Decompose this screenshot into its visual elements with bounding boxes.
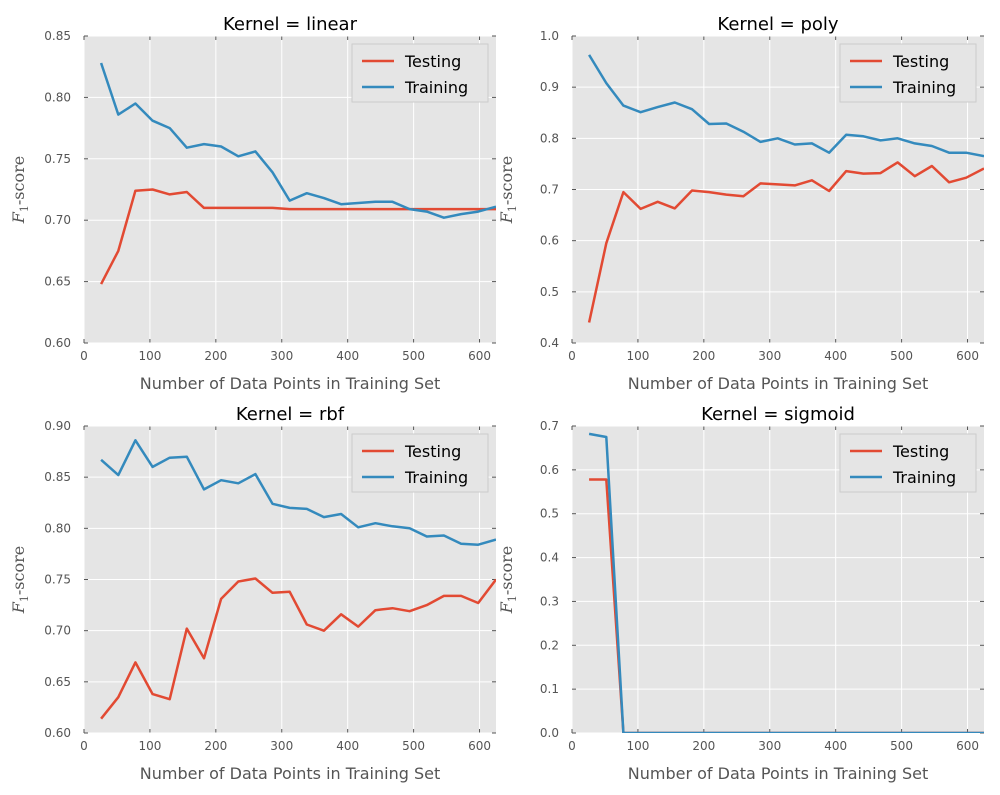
y-tick-label: 0.9 [540, 80, 559, 94]
x-tick-label: 400 [336, 349, 359, 363]
y-tick-label: 0.85 [44, 29, 71, 43]
y-tick-label: 0.0 [540, 726, 559, 740]
y-tick-label: 0.4 [540, 336, 559, 350]
x-tick-label: 200 [204, 349, 227, 363]
legend-label: Testing [892, 52, 949, 71]
x-tick-label: 300 [270, 349, 293, 363]
x-tick-label: 500 [890, 739, 913, 753]
y-tick-label: 0.5 [540, 507, 559, 521]
chart-2: 0 100 200 300 400 500 600 0.60 0.65 0.70 0.75 0.80 0… [9, 404, 496, 783]
y-tick-label: 0.5 [540, 285, 559, 299]
x-tick-label: 0 [80, 349, 88, 363]
y-tick-label: 0.75 [44, 573, 71, 587]
legend-label: Training [892, 468, 956, 487]
x-tick-label: 100 [138, 349, 161, 363]
y-tick-label: 0.60 [44, 726, 71, 740]
legend-label: Training [404, 468, 468, 487]
y-tick-label: 0.7 [540, 419, 559, 433]
series-line-testing [99, 188, 496, 285]
legend-label: Testing [892, 442, 949, 461]
y-tick-label: 0.6 [540, 234, 559, 248]
x-tick-label: 600 [956, 349, 979, 363]
y-tick-label: 0.3 [540, 594, 559, 608]
x-axis-label: Number of Data Points in Training Set [628, 764, 928, 783]
y-tick-label: 0.8 [540, 131, 559, 145]
chart-title: Kernel = linear [223, 14, 358, 35]
x-tick-label: 300 [270, 739, 293, 753]
series-line-testing [587, 161, 984, 323]
series-line-training [100, 439, 496, 546]
y-tick-label: 0.60 [44, 336, 71, 350]
y-tick-label: 0.6 [540, 463, 559, 477]
x-axis-label: Number of Data Points in Training Set [140, 764, 440, 783]
x-tick-label: 200 [692, 349, 715, 363]
x-tick-label: 500 [890, 349, 913, 363]
y-tick-label: 0.7 [540, 183, 559, 197]
legend-label: Training [892, 78, 956, 97]
x-tick-label: 0 [568, 349, 576, 363]
y-axis-label: F1-score [497, 546, 519, 614]
y-tick-label: 0.65 [44, 675, 71, 689]
x-tick-label: 200 [204, 739, 227, 753]
x-tick-label: 500 [402, 739, 425, 753]
y-tick-label: 0.85 [44, 470, 71, 484]
y-tick-label: 0.4 [540, 551, 559, 565]
legend [839, 43, 977, 103]
series-line-training [588, 54, 984, 158]
y-tick-label: 0.80 [44, 521, 71, 535]
x-tick-label: 100 [138, 739, 161, 753]
chart-1: 0 100 200 300 400 500 600 0.4 0.5 0.6 0.7 0.8 0.9 1.0… [497, 14, 984, 393]
x-axis-label: Number of Data Points in Training Set [628, 374, 928, 393]
y-tick-label: 0.1 [540, 682, 559, 696]
legend-label: Testing [404, 52, 461, 71]
series-line-testing [100, 577, 496, 720]
chart-title: Kernel = poly [717, 14, 839, 35]
x-tick-label: 300 [758, 349, 781, 363]
x-tick-label: 100 [626, 349, 649, 363]
y-axis-label: F1-score [497, 156, 519, 224]
y-tick-label: 0.75 [44, 152, 71, 166]
x-tick-label: 200 [692, 739, 715, 753]
chart-title: Kernel = rbf [236, 404, 345, 425]
x-tick-label: 0 [568, 739, 576, 753]
legend-label: Testing [404, 442, 461, 461]
y-tick-label: 0.2 [540, 638, 559, 652]
x-tick-label: 400 [336, 739, 359, 753]
y-axis-label: F1-score [9, 156, 31, 224]
legend [839, 433, 977, 493]
x-tick-label: 300 [758, 739, 781, 753]
chart-0: 0 100 200 300 400 500 600 0.60 0.65 0.70 0.75 0.80 0… [9, 14, 496, 393]
y-tick-label: 1.0 [540, 29, 559, 43]
x-tick-label: 0 [80, 739, 88, 753]
legend [351, 433, 489, 493]
x-tick-label: 600 [468, 739, 491, 753]
y-axis-label: F1-score [9, 546, 31, 614]
series-line-training [99, 62, 496, 219]
x-tick-label: 400 [824, 349, 847, 363]
x-tick-label: 100 [626, 739, 649, 753]
x-tick-label: 400 [824, 739, 847, 753]
chart-3: 0 100 200 300 400 500 600 0.0 0.1 0.2 0.3 0.4 0.5 0.6… [497, 404, 984, 783]
x-tick-label: 500 [402, 349, 425, 363]
y-tick-label: 0.80 [44, 90, 71, 104]
y-tick-label: 0.70 [44, 213, 71, 227]
legend-label: Training [404, 78, 468, 97]
chart-title: Kernel = sigmoid [701, 404, 855, 425]
legend [351, 43, 489, 103]
y-tick-label: 0.90 [44, 419, 71, 433]
x-axis-label: Number of Data Points in Training Set [140, 374, 440, 393]
y-tick-label: 0.65 [44, 275, 71, 289]
x-tick-label: 600 [468, 349, 491, 363]
y-tick-label: 0.70 [44, 624, 71, 638]
x-tick-label: 600 [956, 739, 979, 753]
